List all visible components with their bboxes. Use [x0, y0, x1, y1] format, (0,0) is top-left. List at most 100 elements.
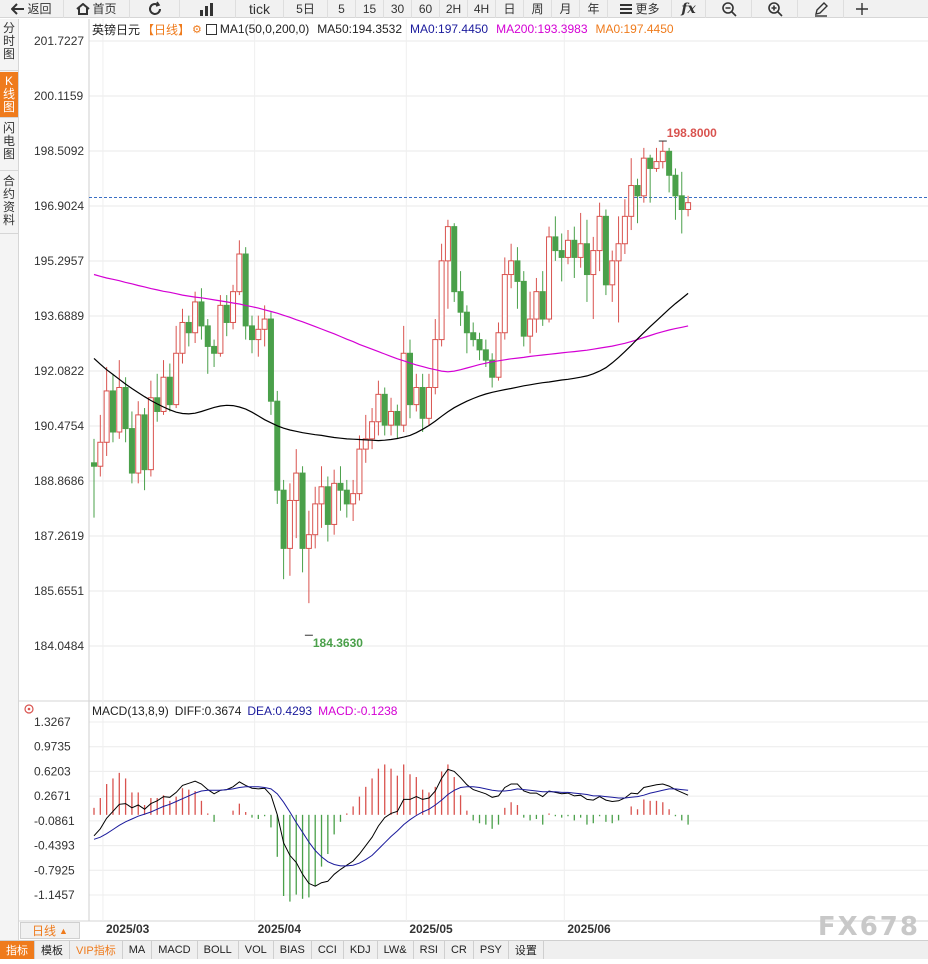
- candle-body-down: [198, 301, 205, 327]
- indicator-chart-button[interactable]: [180, 0, 236, 18]
- tab-lwr[interactable]: LW&: [378, 941, 414, 959]
- tab-cr[interactable]: CR: [445, 941, 474, 959]
- candle-body-down: [122, 387, 129, 430]
- price-tick-label: 190.4754: [34, 419, 84, 433]
- indicator-bar: 指标 模板 VIP指标 MA MACD BOLL VOL BIAS CCI KD…: [0, 940, 928, 959]
- candle-body-up: [236, 253, 243, 293]
- candle-body-up: [527, 318, 534, 337]
- menu-icon: [620, 3, 633, 14]
- tab-label: LW&: [383, 944, 407, 956]
- tab-settings[interactable]: 设置: [509, 941, 544, 959]
- candle-body-up: [432, 339, 439, 389]
- tab-boll[interactable]: BOLL: [198, 941, 239, 959]
- macd-axis: 1.3267 0.9735 0.6203 0.2671 -0.0861 -0.4393 -0…: [34, 715, 75, 902]
- tab-psy[interactable]: PSY: [474, 941, 509, 959]
- price-tick-label: 184.0484: [34, 639, 84, 653]
- time-tick-label: 2025/06: [567, 922, 611, 936]
- tab-label: VOL: [244, 944, 267, 956]
- tab-rsi[interactable]: RSI: [414, 941, 445, 959]
- price-tick-label: 200.1159: [34, 89, 83, 103]
- candle-body-down: [381, 393, 388, 426]
- candle-body-up: [438, 260, 445, 341]
- cursor-tool-button[interactable]: [844, 0, 880, 18]
- tab-label: 合约资料: [3, 174, 16, 227]
- tab-lightning[interactable]: 闪电图: [0, 119, 18, 171]
- refresh-button[interactable]: [130, 0, 180, 18]
- candle-body-down: [204, 325, 211, 347]
- period-selector[interactable]: 日线 ▲: [20, 922, 80, 939]
- period-60m[interactable]: 60: [412, 0, 440, 18]
- period-5d[interactable]: 5日: [284, 0, 328, 18]
- formula-button[interactable]: fx: [672, 0, 706, 18]
- tab-macd[interactable]: MACD: [152, 941, 198, 959]
- settings-gear-icon[interactable]: ⚙: [192, 23, 202, 36]
- period-month[interactable]: 月: [552, 0, 580, 18]
- tab-indicator[interactable]: 指标: [0, 941, 35, 959]
- low-price-label: 184.3630: [313, 636, 363, 650]
- candle-body-down: [128, 428, 135, 474]
- diff-value: DIFF:0.3674: [174, 704, 242, 718]
- candle-body-down: [249, 325, 255, 341]
- period-15m[interactable]: 15: [356, 0, 384, 18]
- candle-body-down: [242, 253, 249, 327]
- tab-timeshare[interactable]: 分时图: [0, 19, 18, 71]
- period-week[interactable]: 周: [524, 0, 552, 18]
- zoom-in-button[interactable]: [752, 0, 798, 18]
- symbol-name: 英镑日元: [92, 22, 141, 37]
- more-button[interactable]: 更多: [608, 0, 672, 18]
- period-label: 15: [362, 1, 377, 16]
- tab-bias[interactable]: BIAS: [274, 941, 312, 959]
- period-5m[interactable]: 5: [328, 0, 356, 18]
- candle-body-up: [628, 185, 635, 217]
- candle-body-down: [185, 321, 192, 334]
- candle-body-down: [571, 239, 578, 258]
- tab-ma[interactable]: MA: [123, 941, 153, 959]
- candle-body-up: [425, 387, 432, 419]
- back-button[interactable]: 返回: [0, 0, 64, 18]
- candle-body-down: [419, 387, 426, 419]
- tab-cci[interactable]: CCI: [312, 941, 344, 959]
- period-label: 60: [418, 1, 433, 16]
- tab-label: BOLL: [203, 944, 232, 956]
- top-toolbar: 返回 首页 tick 5日 5 15 30 60 2H 4H 日 周 月 年 更…: [0, 0, 928, 18]
- period-label: 年: [587, 2, 600, 16]
- tab-label: KDJ: [349, 944, 371, 956]
- period-4h[interactable]: 4H: [468, 0, 496, 18]
- tab-label: MA: [128, 944, 146, 956]
- kline-chart[interactable]: 201.7227 200.1159 198.5092 196.9024 195.2957…: [19, 19, 928, 940]
- period-day[interactable]: 日: [496, 0, 524, 18]
- draw-tool-button[interactable]: [798, 0, 844, 18]
- candle-body-up: [286, 499, 293, 549]
- candle-body-up: [173, 352, 180, 406]
- tab-template[interactable]: 模板: [35, 941, 70, 959]
- ma200-line: [93, 273, 689, 373]
- macd-histogram: [93, 764, 689, 902]
- tab-label: CR: [450, 944, 467, 956]
- period-label: 5日: [296, 2, 315, 16]
- ma-toggle-icon[interactable]: [205, 23, 217, 35]
- period-2h[interactable]: 2H: [440, 0, 468, 18]
- period-year[interactable]: 年: [580, 0, 608, 18]
- macd-settings-icon[interactable]: [24, 704, 34, 714]
- watermark-logo: FX678: [817, 912, 920, 942]
- candle-body-up: [179, 321, 186, 354]
- price-tick-label: 188.8686: [34, 474, 84, 488]
- candle-body-up: [312, 503, 319, 536]
- candle-body-up: [577, 243, 584, 258]
- zoom-out-button[interactable]: [706, 0, 752, 18]
- tab-vol[interactable]: VOL: [239, 941, 274, 959]
- ma50-line: [93, 292, 689, 442]
- candle-body-up: [590, 250, 597, 276]
- candle-body-up: [255, 328, 262, 341]
- tab-contract-info[interactable]: 合约资料: [0, 172, 18, 234]
- tab-kline[interactable]: K线图: [0, 72, 18, 118]
- candle-body-down: [666, 150, 673, 176]
- home-button[interactable]: 首页: [64, 0, 130, 18]
- period-30m[interactable]: 30: [384, 0, 412, 18]
- price-tick-label: 196.9024: [34, 199, 84, 213]
- tab-kdj[interactable]: KDJ: [344, 941, 378, 959]
- price-tick-label: 185.6551: [34, 584, 84, 598]
- caret-up-icon: ▲: [59, 925, 68, 936]
- tab-vip-indicator[interactable]: VIP指标: [70, 941, 123, 959]
- tick-button[interactable]: tick: [236, 0, 284, 18]
